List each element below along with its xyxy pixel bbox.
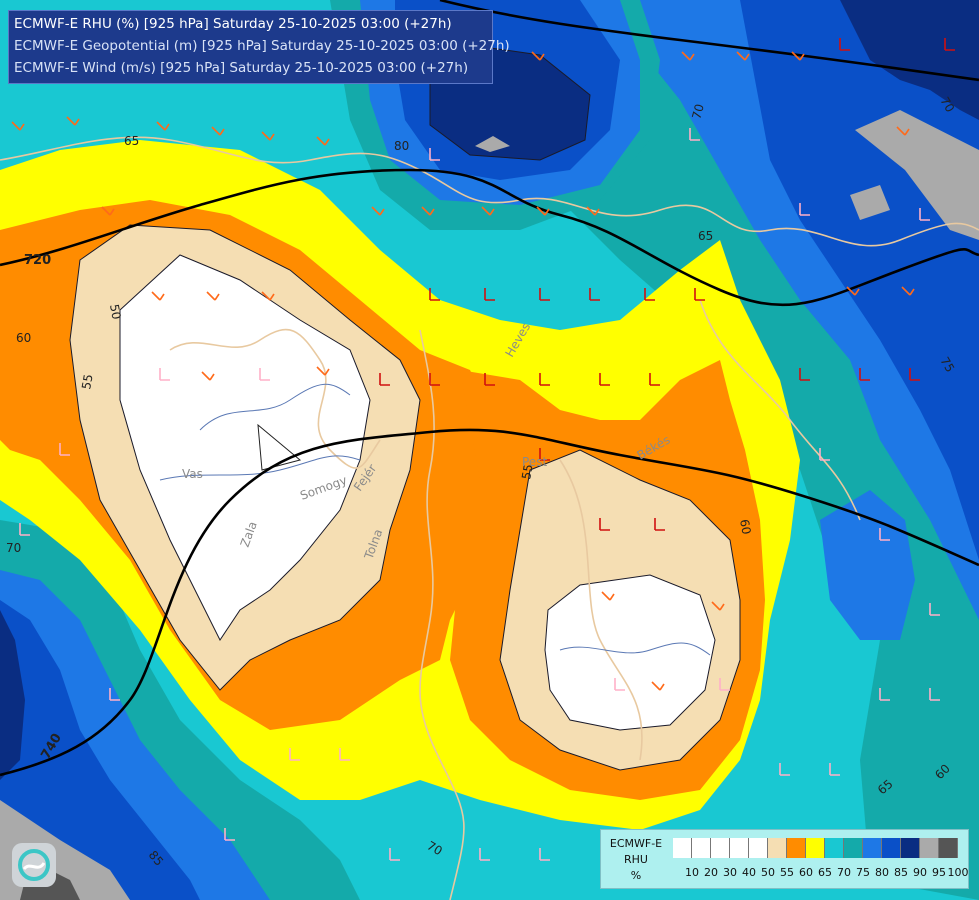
rhu-95-area-ne	[855, 110, 979, 240]
legend-swatch	[882, 838, 901, 858]
legend-tick: 100	[947, 866, 969, 879]
legend-swatch	[806, 838, 825, 858]
rhu-100-area-top	[475, 136, 510, 152]
title-rhu: ECMWF-E RHU (%) [925 hPa] Saturday 25-10…	[14, 16, 452, 32]
contour-label-65-mid: 65	[698, 229, 713, 243]
geopotential-contours	[0, 0, 979, 777]
rhu-legend: ECMWF-E RHU % 10 20 30 40 50 55 60 65 70 75 80 85 90…	[600, 829, 969, 889]
place-label-vas: Vas	[182, 467, 203, 481]
legend-swatch	[768, 838, 787, 858]
legend-swatch	[730, 838, 749, 858]
legend-tick: 90	[913, 866, 927, 879]
contour-label-70-top: 70	[689, 102, 706, 120]
legend-label-line1: ECMWF-E	[609, 837, 663, 850]
legend-swatch	[825, 838, 844, 858]
legend-tick: 80	[875, 866, 889, 879]
contour-label-50-west: 50	[107, 303, 123, 320]
legend-tick: 70	[837, 866, 851, 879]
legend-tick: 30	[723, 866, 737, 879]
map-title-box: ECMWF-E RHU (%) [925 hPa] Saturday 25-10…	[8, 10, 510, 84]
legend-tick: 60	[799, 866, 813, 879]
legend-tick: 20	[704, 866, 718, 879]
legend-label-line3: %	[630, 869, 642, 882]
legend-swatch	[844, 838, 863, 858]
legend-tick: 85	[894, 866, 908, 879]
legend-swatch	[939, 838, 958, 858]
contour-label-60-west: 60	[16, 331, 31, 345]
contour-label-80-top: 80	[394, 139, 409, 153]
title-wind: ECMWF-E Wind (m/s) [925 hPa] Saturday 25…	[14, 60, 469, 76]
wave-logo-icon	[12, 843, 56, 887]
legend-swatch	[863, 838, 882, 858]
legend-tick: 10	[685, 866, 699, 879]
legend-tick: 65	[818, 866, 832, 879]
contour-label-55-east: 55	[519, 463, 535, 480]
legend-swatch	[787, 838, 806, 858]
legend-label-line2: RHU	[624, 853, 648, 866]
legend-swatch	[673, 838, 692, 858]
contour-label-60-east: 60	[737, 518, 753, 535]
rhu-95-area-ne2	[850, 185, 890, 220]
legend-swatch	[749, 838, 768, 858]
title-geopotential: ECMWF-E Geopotential (m) [925 hPa] Satur…	[14, 38, 510, 54]
legend-label: ECMWF-E RHU %	[605, 836, 667, 884]
contour-label-75-east: 75	[937, 355, 957, 375]
legend-swatch	[711, 838, 730, 858]
rhu-85-area-sw	[0, 600, 200, 900]
legend-swatch	[692, 838, 711, 858]
legend-tick: 40	[742, 866, 756, 879]
legend-swatch	[920, 838, 939, 858]
rhu-90-area-sw	[0, 610, 25, 780]
legend-ticks: 10 20 30 40 50 55 60 65 70 75 80 85 90 95 100	[673, 866, 973, 882]
contour-label-55-west: 55	[79, 373, 95, 390]
contour-label-720: 720	[24, 253, 51, 268]
legend-tick: 50	[761, 866, 775, 879]
contour-label-65-nw: 65	[124, 134, 139, 148]
rhu-contours	[69, 44, 741, 771]
legend-tick: 95	[932, 866, 946, 879]
rhu-90-area-ne	[840, 0, 979, 120]
contour-label-70-s: 70	[425, 838, 445, 858]
contour-label-70-sw: 70	[6, 541, 21, 555]
legend-swatches	[673, 838, 958, 858]
rhu-50-area-west	[120, 255, 370, 640]
legend-tick: 75	[856, 866, 870, 879]
place-label-pest: Pest	[522, 455, 547, 469]
wind-barbs	[11, 38, 955, 861]
legend-swatch	[901, 838, 920, 858]
contour-label-70-ne: 70	[937, 95, 957, 115]
river-lines	[159, 383, 711, 656]
legend-tick: 55	[780, 866, 794, 879]
